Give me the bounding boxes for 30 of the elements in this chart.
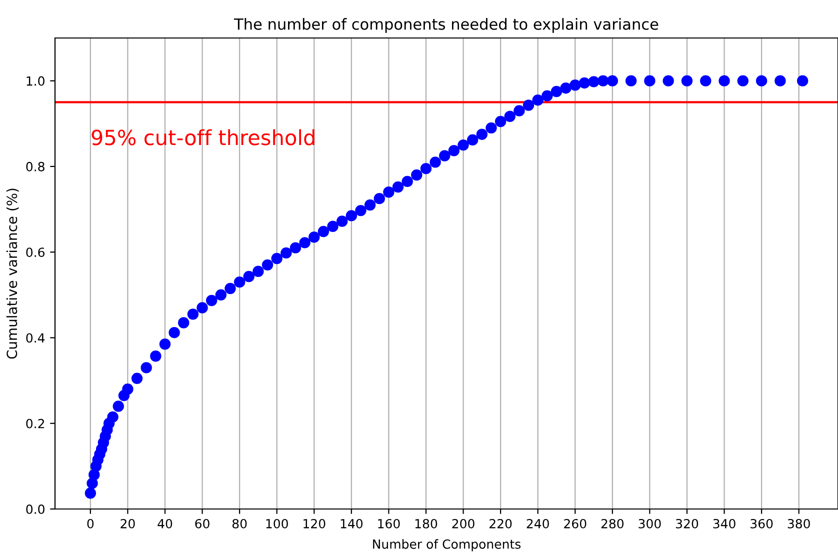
- x-tick-label: 80: [232, 518, 247, 528]
- y-tick-label: 0.0: [26, 504, 44, 514]
- x-tick-label: 300: [638, 518, 661, 528]
- x-tick-label: 160: [378, 518, 400, 528]
- x-axis-title: Number of Components: [373, 539, 521, 552]
- x-tick-label: 200: [452, 518, 474, 528]
- x-tick-label: 60: [195, 518, 210, 528]
- y-tick-label: 1.0: [26, 76, 44, 86]
- x-tick-label: 360: [750, 518, 773, 528]
- x-tick-label: 100: [266, 518, 288, 528]
- y-axis-title: Cumulative variance (%): [6, 188, 19, 359]
- x-tick-label: 240: [526, 518, 549, 528]
- x-tick-label: 220: [490, 518, 512, 528]
- x-tick-label: 280: [601, 518, 624, 528]
- ref-line-label: 95% cut-off threshold: [92, 129, 314, 146]
- x-tick-label: 180: [415, 518, 438, 528]
- x-tick-label: 340: [713, 518, 736, 528]
- x-tick-label: 40: [158, 518, 172, 528]
- y-tick-label: 0.2: [26, 418, 44, 428]
- x-tick-label: 320: [676, 518, 698, 528]
- x-tick-label: 0: [87, 518, 94, 528]
- y-tick-label: 0.6: [26, 248, 44, 258]
- x-tick-label: 260: [564, 518, 586, 528]
- x-tick-label: 120: [304, 518, 326, 528]
- y-tick-label: 0.4: [26, 333, 45, 343]
- x-tick-label: 140: [340, 518, 363, 528]
- x-tick-label: 380: [788, 518, 810, 528]
- x-tick-label: 20: [120, 518, 135, 528]
- y-tick-label: 0.8: [26, 162, 44, 172]
- chart-title: The number of components needed to explain variance: [234, 18, 658, 33]
